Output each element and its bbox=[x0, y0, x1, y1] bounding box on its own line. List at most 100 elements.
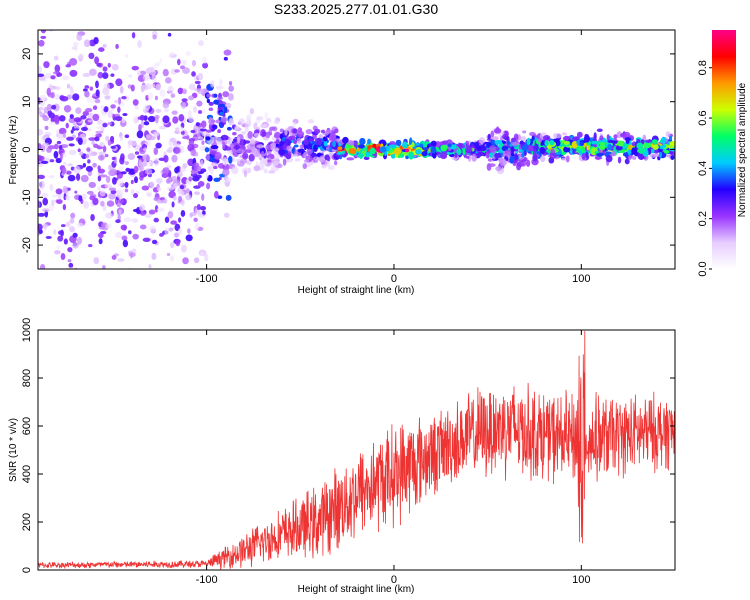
spectrogram-point bbox=[202, 62, 209, 69]
spectrogram-point bbox=[182, 89, 187, 95]
spectrogram-point bbox=[637, 152, 645, 160]
spectrogram-point bbox=[69, 226, 76, 233]
spectrogram-point bbox=[611, 150, 616, 157]
spectrogram-point bbox=[60, 252, 66, 261]
spectrogram-point bbox=[465, 155, 470, 159]
spectrogram-point bbox=[189, 212, 197, 217]
spectrogram-point bbox=[117, 106, 121, 113]
spectrogram-point bbox=[163, 108, 170, 113]
spectrogram-point bbox=[195, 122, 200, 127]
spectrogram-point bbox=[511, 138, 516, 143]
spectrogram-point bbox=[297, 148, 305, 153]
spectrogram-point bbox=[163, 198, 168, 204]
spectrogram-point bbox=[625, 138, 630, 145]
spectrogram-point bbox=[206, 182, 211, 190]
spectrogram-point bbox=[110, 135, 115, 142]
spectrogram-point bbox=[194, 80, 201, 85]
spectrogram-point bbox=[303, 138, 309, 146]
spectrogram-point bbox=[670, 155, 675, 160]
spectrogram-point bbox=[246, 160, 252, 165]
spectrogram-point bbox=[147, 115, 156, 123]
spectrogram-point bbox=[607, 139, 614, 143]
spectrogram-point bbox=[93, 257, 100, 265]
y-tick-label: 0 bbox=[21, 567, 33, 573]
spectrogram-point bbox=[405, 155, 409, 160]
spectrogram-point bbox=[271, 158, 279, 166]
spectrogram-point bbox=[477, 151, 485, 157]
spectrogram-point bbox=[321, 163, 327, 169]
spectrogram-point bbox=[128, 74, 133, 78]
spectrogram-point bbox=[319, 155, 327, 164]
spectrogram-point bbox=[38, 39, 45, 47]
spectrogram-point bbox=[565, 155, 570, 163]
spectrogram-point bbox=[49, 183, 54, 192]
spectrogram-point bbox=[60, 96, 69, 102]
spectrogram-point bbox=[89, 195, 96, 201]
spectrogram-point bbox=[98, 151, 107, 155]
spectrogram-point bbox=[148, 135, 156, 141]
spectrogram-point bbox=[94, 98, 101, 104]
spectrogram-point bbox=[92, 113, 100, 122]
spectrogram-point bbox=[56, 14, 60, 20]
spectrogram-point bbox=[217, 129, 222, 134]
spectrogram-point bbox=[649, 154, 657, 158]
spectrogram-point bbox=[471, 153, 477, 162]
spectrogram-point bbox=[142, 147, 149, 151]
spectrogram-point bbox=[274, 132, 281, 139]
spectrogram-point bbox=[67, 163, 74, 167]
spectrogram-point bbox=[162, 68, 169, 77]
spectrogram-point bbox=[102, 44, 107, 48]
spectrogram-point bbox=[65, 122, 69, 129]
spectrogram-point bbox=[465, 146, 473, 153]
spectrogram-point bbox=[408, 151, 415, 160]
spectrogram-point bbox=[440, 144, 448, 152]
spectrogram-point bbox=[234, 125, 240, 131]
spectrogram-point bbox=[108, 187, 117, 192]
spectrogram-point bbox=[130, 189, 135, 195]
spectrogram-point bbox=[38, 154, 43, 162]
spectrogram-point bbox=[505, 152, 512, 158]
spectrogram-point bbox=[96, 62, 102, 67]
spectrogram-point bbox=[108, 164, 113, 171]
spectrogram-point bbox=[111, 63, 119, 71]
spectrogram-point bbox=[525, 159, 531, 167]
spectrogram-point bbox=[134, 151, 140, 155]
y-tick-label: 200 bbox=[21, 513, 33, 531]
spectrogram-point bbox=[107, 181, 111, 189]
spectrogram-point bbox=[439, 151, 448, 160]
spectrogram-point bbox=[97, 165, 101, 171]
spectrogram-point bbox=[38, 129, 44, 136]
spectrogram-point bbox=[631, 147, 638, 155]
spectrogram-point bbox=[166, 165, 172, 169]
spectrogram-point bbox=[166, 252, 171, 257]
colorbar-tick-label: 0.0 bbox=[697, 261, 709, 276]
x-tick-label: 100 bbox=[572, 273, 590, 285]
spectrogram-point bbox=[81, 193, 87, 200]
spectrogram-point bbox=[197, 40, 204, 47]
spectrogram-point bbox=[227, 93, 234, 101]
spectrogram-point bbox=[581, 152, 586, 160]
spectrogram-point bbox=[199, 128, 207, 132]
spectrogram-point bbox=[38, 174, 46, 180]
spectrogram-point bbox=[271, 142, 276, 147]
spectrogram-point bbox=[69, 114, 74, 119]
spectrogram-point bbox=[62, 132, 67, 139]
spectrogram-point bbox=[323, 140, 328, 147]
spectrogram-point bbox=[363, 156, 370, 161]
spectrogram-point bbox=[188, 139, 195, 146]
spectrogram-point bbox=[109, 270, 114, 277]
spectrogram-point bbox=[121, 235, 128, 241]
spectrogram-point bbox=[86, 190, 94, 195]
spectrogram-point bbox=[668, 135, 673, 141]
spectrogram-point bbox=[134, 104, 139, 110]
spectrogram-point bbox=[81, 126, 88, 132]
spectrogram-point bbox=[596, 128, 603, 133]
spectrogram-point bbox=[72, 93, 80, 101]
spectrogram-point bbox=[133, 116, 139, 124]
spectrogram-point bbox=[67, 174, 76, 182]
spectrogram-point bbox=[474, 141, 480, 148]
spectrogram-point bbox=[174, 166, 180, 174]
spectrogram-point bbox=[224, 106, 228, 113]
spectrogram-point bbox=[118, 209, 122, 215]
spectrogram-point bbox=[522, 130, 527, 134]
